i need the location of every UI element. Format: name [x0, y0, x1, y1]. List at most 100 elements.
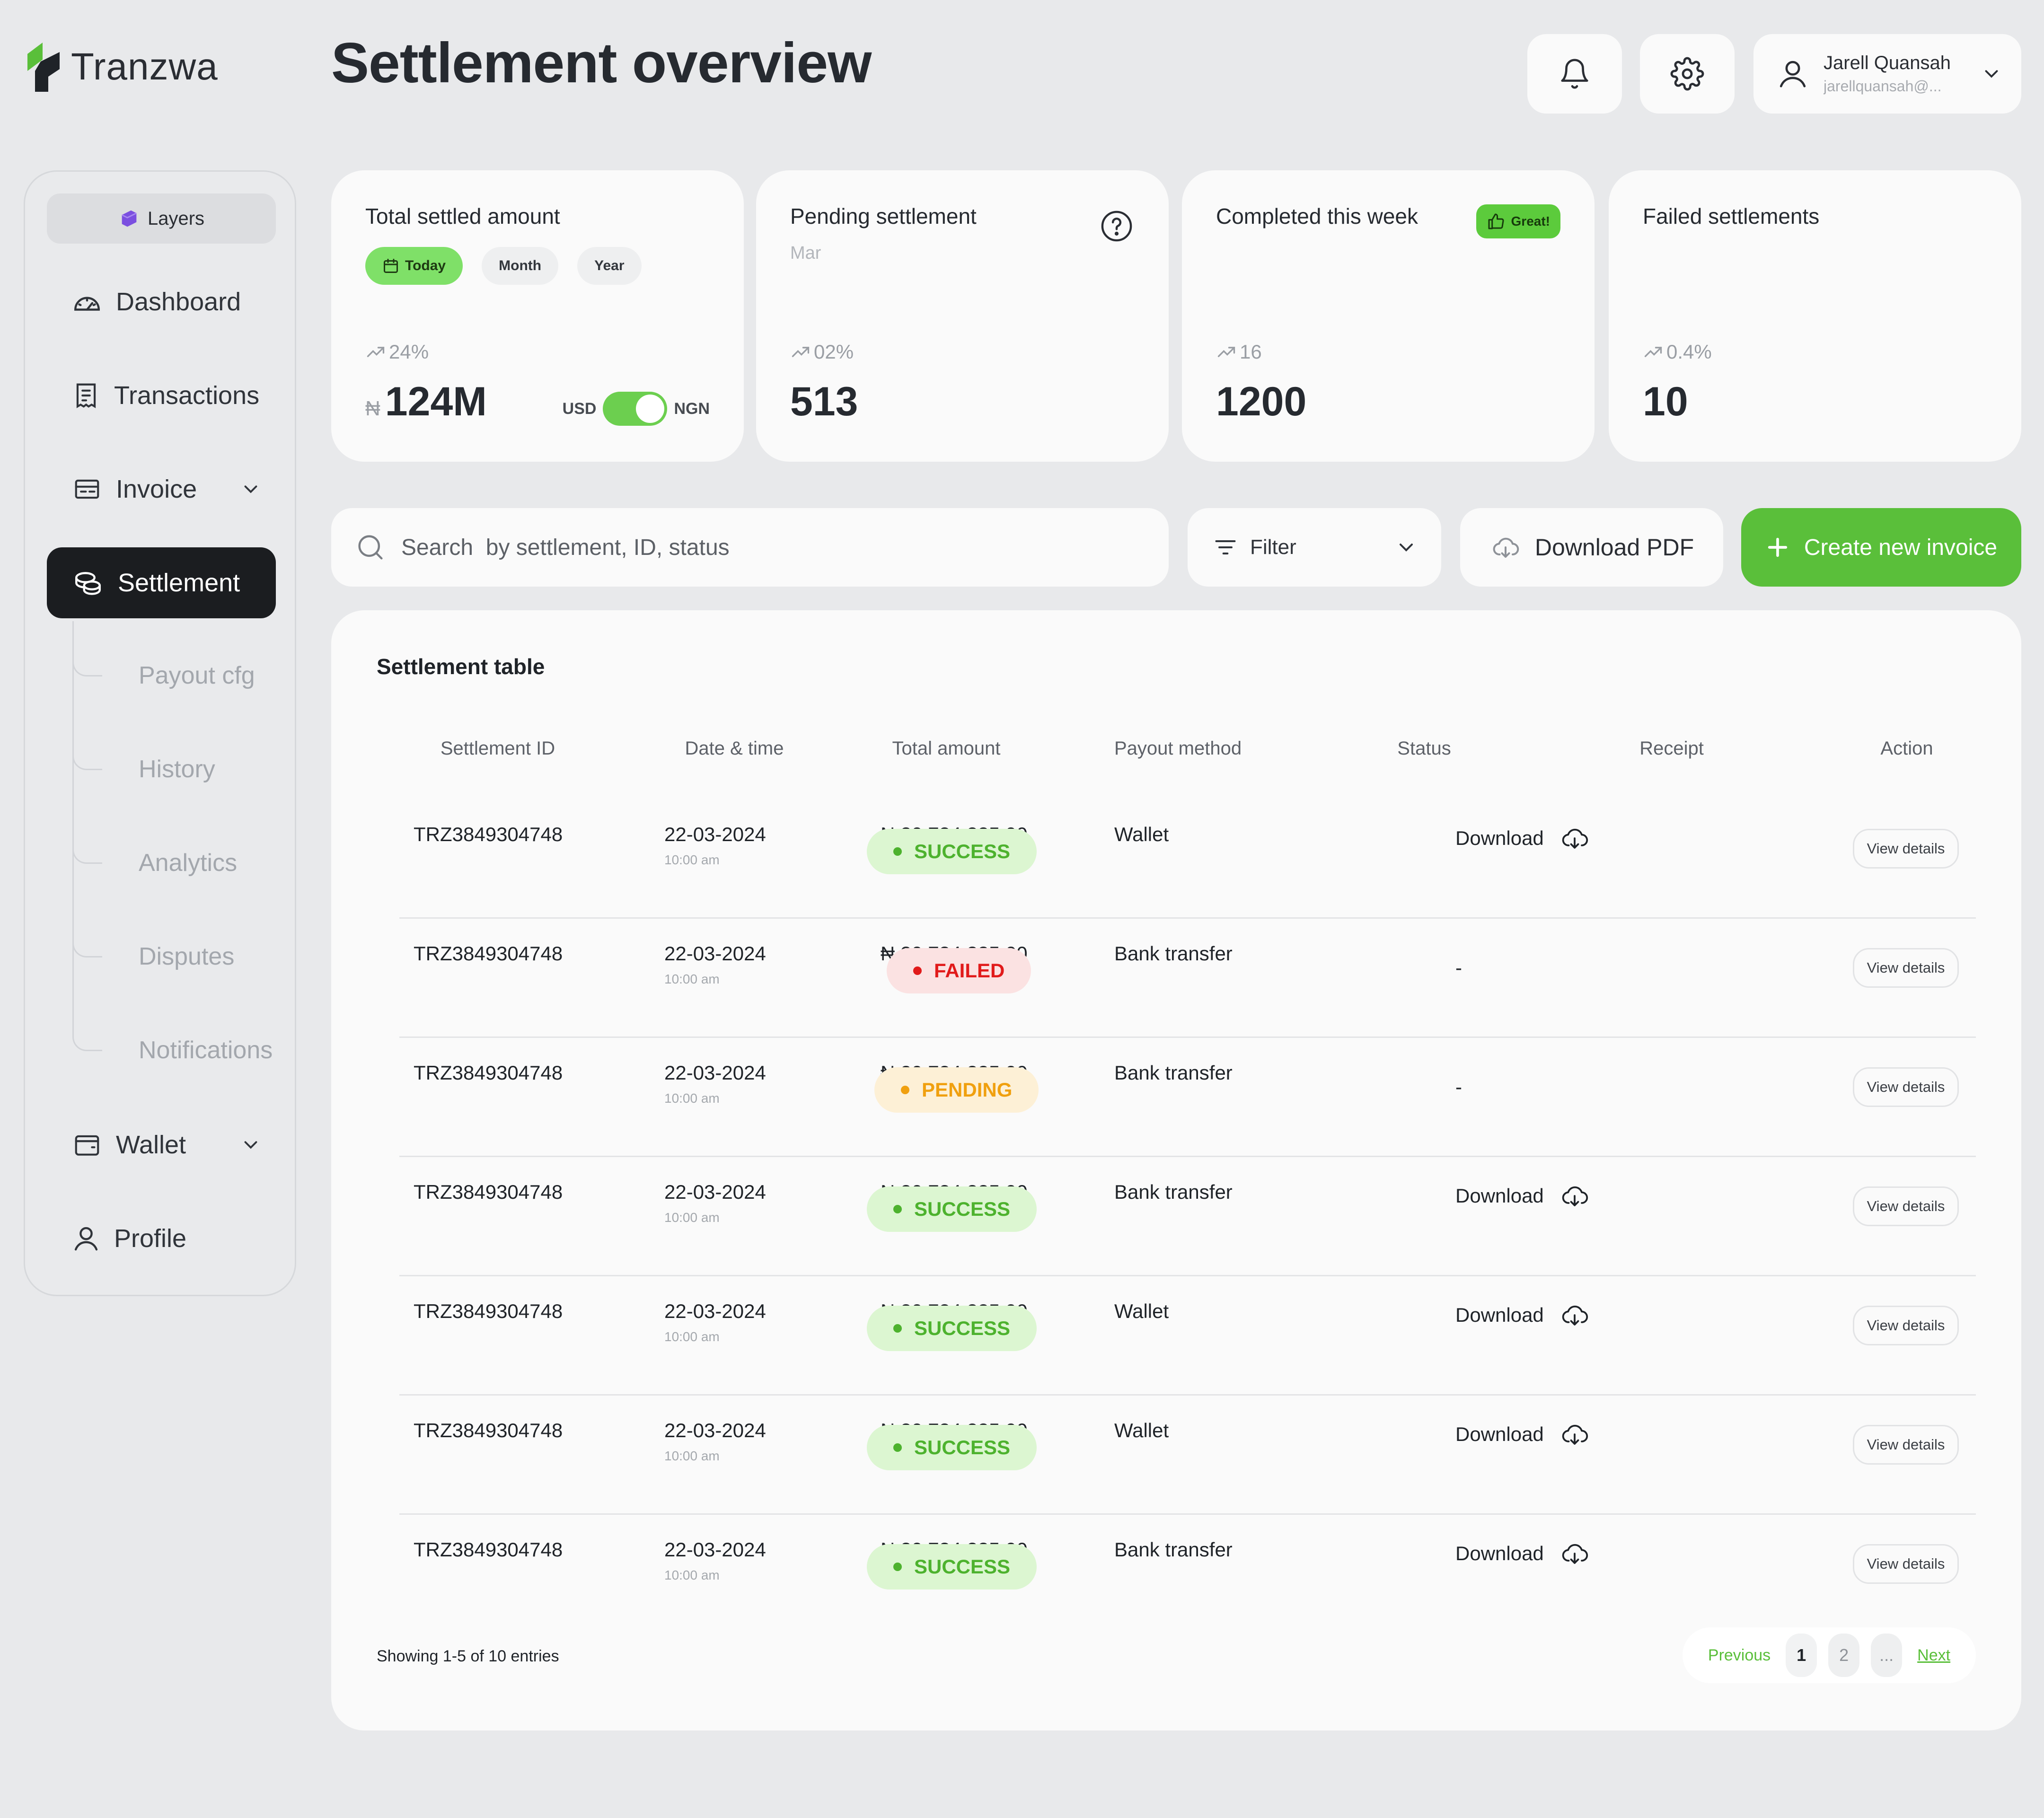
chip-month[interactable]: Month	[482, 247, 559, 285]
currency-toggle[interactable]: USD NGN	[563, 392, 710, 426]
cloud-download-icon	[1562, 1544, 1588, 1564]
question-mark-icon[interactable]	[1099, 208, 1135, 244]
create-invoice-button[interactable]: Create new invoice	[1741, 508, 2021, 587]
stat-number: 124M	[385, 379, 487, 424]
payout-method: Bank transfer	[1114, 1538, 1233, 1561]
sidebar-subitem-analytics[interactable]: Analytics	[72, 837, 290, 889]
notifications-button[interactable]	[1527, 34, 1622, 114]
receipt-icon	[76, 383, 96, 408]
chip-year[interactable]: Year	[577, 247, 642, 285]
download-pdf-button[interactable]: Download PDF	[1460, 508, 1723, 587]
chip-today[interactable]: Today	[365, 247, 463, 285]
receipt-empty: -	[1455, 1076, 1462, 1098]
create-invoice-label: Create new invoice	[1804, 535, 1998, 560]
time: 10:00 am	[664, 1568, 720, 1582]
trend-up-icon	[1644, 347, 1662, 357]
brand-logo[interactable]: Tranzwa	[22, 41, 218, 93]
search-bar[interactable]	[331, 508, 1169, 587]
currency-symbol: ₦	[365, 397, 380, 420]
status-badge: PENDING	[874, 1067, 1039, 1113]
status-dot	[893, 1324, 902, 1333]
sidebar-item-wallet[interactable]: Wallet	[47, 1109, 276, 1180]
view-details-button[interactable]: View details	[1853, 1067, 1959, 1107]
status-dot	[893, 1205, 902, 1213]
sidebar-item-dashboard[interactable]: Dashboard	[47, 266, 276, 337]
receipt-download[interactable]: Download	[1455, 1301, 1591, 1329]
great-badge: Great!	[1476, 204, 1560, 238]
receipt-download[interactable]: Download	[1455, 1182, 1591, 1210]
time: 10:00 am	[664, 1329, 720, 1344]
status-badge: SUCCESS	[867, 1186, 1037, 1232]
sidebar-subitem-notifications[interactable]: Notifications	[72, 1024, 290, 1076]
sidebar-item-profile[interactable]: Profile	[47, 1203, 276, 1274]
sidebar-subitem-disputes[interactable]: Disputes	[72, 931, 290, 983]
pagination-previous[interactable]: Previous	[1708, 1646, 1771, 1664]
receipt-download[interactable]: Download	[1455, 1420, 1591, 1449]
card-pending-settlement: Pending settlement Mar 02% 513	[756, 170, 1169, 462]
chevron-down-icon	[244, 1141, 257, 1149]
receipt-download[interactable]: Download	[1455, 1539, 1591, 1568]
date: 22-03-2024	[664, 823, 766, 845]
receipt-label: Download	[1455, 1304, 1544, 1326]
wallet-icon	[75, 1135, 99, 1156]
stat-value: ₦ 124M	[365, 378, 487, 425]
trend-value: 24%	[389, 341, 429, 363]
search-input[interactable]	[401, 534, 1111, 561]
col-header-date: Date & time	[685, 738, 784, 759]
toggle-right-label: NGN	[674, 399, 710, 418]
user-menu[interactable]: Jarell Quansah jarellquansah@...	[1753, 34, 2021, 114]
sidebar-item-label: Invoice	[116, 475, 197, 503]
pagination-page[interactable]: 1	[1786, 1634, 1817, 1677]
trend-value: 0.4%	[1666, 341, 1712, 363]
sidebar-subitem-history[interactable]: History	[72, 743, 290, 795]
time: 10:00 am	[664, 972, 720, 986]
receipt-label: Download	[1455, 1423, 1544, 1445]
col-header-method: Payout method	[1114, 738, 1242, 759]
settings-button[interactable]	[1640, 34, 1735, 114]
pagination-page[interactable]: 2	[1828, 1634, 1860, 1677]
layers-switcher[interactable]: Layers	[47, 193, 276, 244]
view-details-button[interactable]: View details	[1853, 1306, 1959, 1345]
trend: 16	[1216, 341, 1262, 363]
status-badge: FAILED	[887, 948, 1031, 993]
sidebar-item-settlement[interactable]: Settlement	[47, 547, 276, 618]
payout-method: Wallet	[1114, 1300, 1169, 1322]
pagination-next[interactable]: Next	[1917, 1646, 1951, 1664]
date: 22-03-2024	[664, 1300, 766, 1322]
status-dot	[913, 966, 922, 975]
payout-method: Wallet	[1114, 823, 1169, 845]
col-header-id: Settlement ID	[440, 738, 555, 759]
download-pdf-label: Download PDF	[1534, 534, 1694, 561]
view-details-button[interactable]: View details	[1853, 948, 1959, 988]
user-email: jarellquansah@...	[1824, 78, 1942, 95]
dashboard-gauge-icon	[74, 297, 100, 311]
view-details-button[interactable]: View details	[1853, 1425, 1959, 1465]
filter-label: Filter	[1250, 536, 1296, 559]
view-details-button[interactable]: View details	[1853, 1544, 1959, 1584]
user-avatar-icon	[1780, 61, 1806, 88]
view-details-button[interactable]: View details	[1853, 1186, 1959, 1226]
card-failed-settlements: Failed settlements 0.4% 10	[1609, 170, 2021, 462]
sidebar-item-transactions[interactable]: Transactions	[47, 360, 276, 431]
payout-method: Bank transfer	[1114, 1062, 1233, 1084]
receipt-download[interactable]: Download	[1455, 824, 1591, 852]
brand-name: Tranzwa	[71, 45, 218, 88]
trend: 0.4%	[1643, 341, 1712, 363]
sidebar-subitem-payout-cfg[interactable]: Payout cfg	[72, 650, 290, 702]
settlement-id: TRZ3849304748	[414, 1181, 563, 1203]
chevron-down-icon	[1400, 544, 1413, 552]
view-details-button[interactable]: View details	[1853, 829, 1959, 869]
status-label: SUCCESS	[914, 1198, 1011, 1220]
filter-dropdown[interactable]: Filter	[1188, 508, 1441, 587]
gear-icon	[1670, 57, 1704, 91]
card-total-settled: Total settled amount Today Month Year 24…	[331, 170, 744, 462]
toggle-switch[interactable]	[603, 392, 668, 426]
sidebar-item-label: Dashboard	[116, 288, 241, 316]
status-dot	[901, 1086, 909, 1094]
sidebar-item-invoice[interactable]: Invoice	[47, 454, 276, 525]
